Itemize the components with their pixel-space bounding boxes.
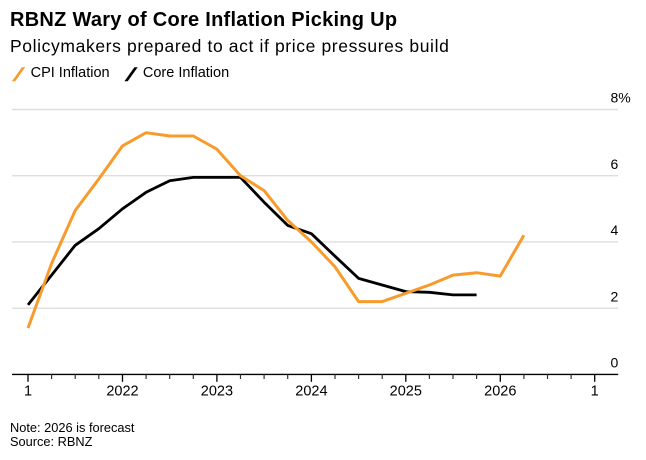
svg-text:Core Inflation: Core Inflation [143, 65, 229, 81]
svg-text:CPI Inflation: CPI Inflation [31, 65, 110, 81]
svg-text:0: 0 [611, 355, 619, 371]
svg-text:1: 1 [591, 384, 599, 400]
svg-text:2026: 2026 [484, 384, 516, 400]
svg-text:2024: 2024 [295, 384, 327, 400]
svg-text:2022: 2022 [106, 384, 138, 400]
svg-text:6: 6 [611, 156, 619, 172]
svg-text:4: 4 [611, 222, 619, 238]
svg-text:1: 1 [24, 384, 32, 400]
svg-text:2025: 2025 [390, 384, 422, 400]
svg-text:2023: 2023 [201, 384, 233, 400]
svg-text:2: 2 [611, 288, 619, 304]
svg-text:8%: 8% [611, 90, 631, 106]
